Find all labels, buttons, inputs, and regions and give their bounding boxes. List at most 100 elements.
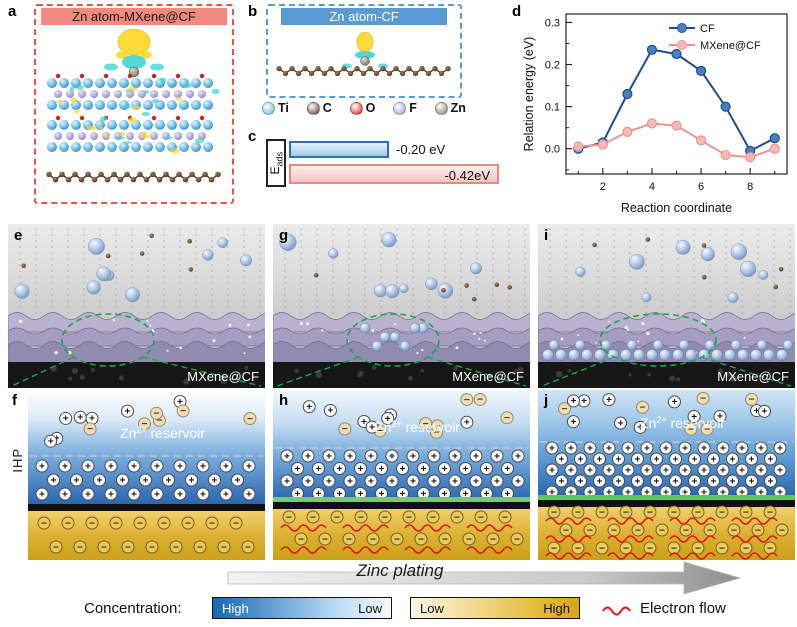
svg-text:+: + <box>108 461 114 472</box>
zn-mxene-cf-structure <box>46 28 221 183</box>
svg-text:−: − <box>695 507 701 518</box>
cf-adsorption-bar-row: -0.20 eV <box>289 141 445 158</box>
svg-text:+: + <box>284 476 290 487</box>
svg-text:+: + <box>463 464 469 475</box>
svg-text:−: − <box>286 512 292 523</box>
svg-text:+: + <box>768 454 774 465</box>
svg-text:+: + <box>295 464 301 475</box>
svg-text:+: + <box>505 464 511 475</box>
svg-text:−: − <box>197 542 203 553</box>
svg-text:−: − <box>502 512 508 523</box>
svg-text:+: + <box>143 475 149 486</box>
chart-legend-cf: CF <box>700 23 715 35</box>
svg-text:−: − <box>695 543 701 554</box>
gold-concentration-scale: Low High <box>410 597 580 619</box>
svg-text:−: − <box>587 525 593 536</box>
svg-text:−: − <box>430 512 436 523</box>
svg-text:−: − <box>743 507 749 518</box>
svg-text:+: + <box>431 451 437 462</box>
svg-text:+: + <box>347 451 353 462</box>
svg-text:+: + <box>739 487 745 498</box>
gold-scale-high-label: High <box>543 600 570 616</box>
svg-text:+: + <box>673 476 679 487</box>
svg-text:+: + <box>549 443 555 454</box>
svg-text:−: − <box>611 525 617 536</box>
svg-text:+: + <box>306 402 312 413</box>
svg-text:+: + <box>400 489 406 500</box>
svg-text:−: − <box>433 428 439 439</box>
y-axis-label: Relation energy (eV) <box>522 37 536 152</box>
svg-text:+: + <box>768 476 774 487</box>
svg-text:+: + <box>200 489 206 500</box>
svg-text:+: + <box>568 487 574 498</box>
svg-text:+: + <box>717 412 723 423</box>
electron-flow-label: Electron flow <box>640 600 726 617</box>
svg-text:+: + <box>125 406 131 417</box>
svg-text:+: + <box>484 464 490 475</box>
svg-text:+: + <box>389 476 395 487</box>
svg-text:+: + <box>739 443 745 454</box>
svg-text:+: + <box>200 461 206 472</box>
svg-text:−: − <box>180 406 186 417</box>
svg-text:−: − <box>671 543 677 554</box>
svg-text:+: + <box>701 443 707 454</box>
reservoir-label: Zn2+ reservoir <box>120 425 205 441</box>
svg-text:+: + <box>431 476 437 487</box>
svg-text:+: + <box>131 489 137 500</box>
svg-text:+: + <box>347 476 353 487</box>
svg-text:−: − <box>101 542 107 553</box>
blue-scale-high-label: High <box>222 600 249 616</box>
svg-text:+: + <box>385 414 391 425</box>
svg-text:+: + <box>284 451 290 462</box>
svg-text:+: + <box>691 412 697 423</box>
panel-letter-c: c <box>248 128 257 145</box>
svg-text:−: − <box>640 403 646 414</box>
svg-text:+: + <box>682 465 688 476</box>
svg-text:+: + <box>635 454 641 465</box>
svg-text:+: + <box>421 464 427 475</box>
svg-text:−: − <box>185 518 191 529</box>
reservoir-label: Zn2+ reservoir <box>375 419 460 435</box>
eads-subscript: ads <box>274 151 285 167</box>
svg-text:0.3: 0.3 <box>545 17 560 29</box>
svg-text:+: + <box>494 476 500 487</box>
svg-text:+: + <box>97 475 103 486</box>
svg-text:+: + <box>754 406 760 417</box>
svg-text:−: − <box>89 518 95 529</box>
svg-text:+: + <box>452 476 458 487</box>
ihp-label: IHP <box>10 448 25 473</box>
svg-text:−: − <box>233 518 239 529</box>
svg-text:+: + <box>389 451 395 462</box>
svg-text:+: + <box>464 418 470 429</box>
svg-text:−: − <box>683 525 689 536</box>
svg-text:+: + <box>606 487 612 498</box>
svg-text:+: + <box>316 464 322 475</box>
atom-legend-item-f: F <box>393 101 417 115</box>
svg-text:−: − <box>406 512 412 523</box>
svg-text:+: + <box>295 489 301 500</box>
svg-text:+: + <box>587 443 593 454</box>
svg-text:+: + <box>379 489 385 500</box>
svg-text:−: − <box>113 518 119 529</box>
svg-text:+: + <box>635 476 641 487</box>
svg-text:+: + <box>578 476 584 487</box>
svg-text:−: − <box>346 534 352 545</box>
svg-text:+: + <box>616 454 622 465</box>
svg-text:−: − <box>209 518 215 529</box>
svg-text:+: + <box>89 414 95 425</box>
svg-text:−: − <box>370 534 376 545</box>
svg-text:−: − <box>454 512 460 523</box>
svg-text:−: − <box>635 525 641 536</box>
svg-text:+: + <box>39 489 45 500</box>
svg-text:−: − <box>767 507 773 518</box>
svg-text:+: + <box>568 443 574 454</box>
svg-text:−: − <box>434 421 440 432</box>
svg-text:0.2: 0.2 <box>545 60 560 72</box>
svg-text:−: − <box>688 424 694 435</box>
surface-illustration-e: MXene@CF <box>8 224 265 388</box>
svg-text:−: − <box>77 542 83 553</box>
panel-letter-i: i <box>544 227 549 244</box>
zn-cf-structure <box>276 31 451 77</box>
svg-text:−: − <box>719 543 725 554</box>
